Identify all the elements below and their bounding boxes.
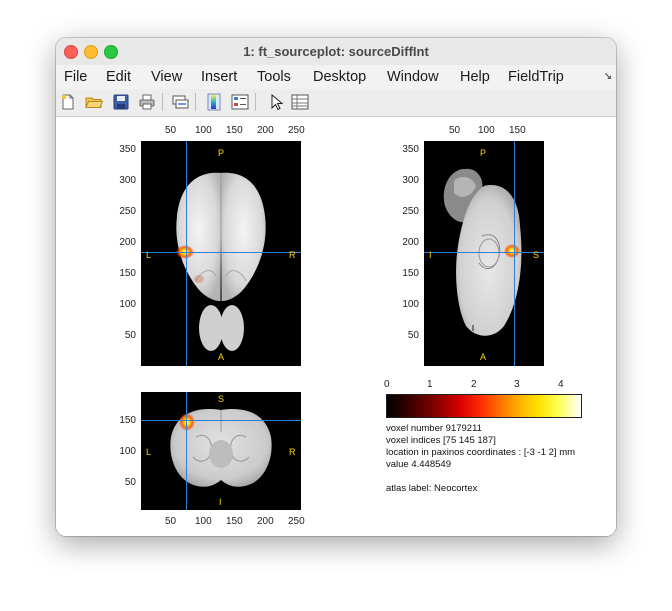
colorbar-tick: 1 [427,379,433,390]
menu-view[interactable]: View [151,69,183,85]
new-figure-icon[interactable] [59,93,77,111]
axial-label-top: P [218,148,225,158]
coronal-slice-panel[interactable]: S I L R [141,392,301,510]
axial-y-tick: 350 [119,144,136,155]
sagittal-brain-image [443,168,522,336]
axial-label-right: R [289,250,296,260]
coronal-x-tick: 200 [257,516,274,527]
axial-y-tick: 100 [119,299,136,310]
sagittal-label-bottom: A [480,352,487,362]
axial-crosshair-horizontal [141,252,301,253]
menu-help[interactable]: Help [460,69,490,85]
coronal-x-tick: 50 [165,516,177,527]
toolbar-separator [162,93,163,111]
axial-label-bottom: A [218,352,225,362]
coronal-y-tick: 100 [119,446,136,457]
coronal-label-left: L [146,447,152,457]
axial-x-tick: 50 [165,125,177,136]
pointer-icon[interactable] [267,93,285,111]
save-icon[interactable] [112,93,130,111]
sagittal-label-right: S [533,250,540,260]
toolbar-separator [195,93,196,111]
axial-y-tick: 200 [119,237,136,248]
axial-y-tick: 250 [119,206,136,217]
coronal-label-bottom: I [219,497,222,507]
window-title: 1: ft_sourceplot: sourceDiffInt [243,44,429,59]
axial-slice-panel[interactable]: P A L R [141,141,301,366]
coronal-y-tick: 150 [119,415,136,426]
title-bar[interactable]: 1: ft_sourceplot: sourceDiffInt [56,38,616,66]
sagittal-label-top: P [480,148,487,158]
coronal-label-top: S [218,394,225,404]
menu-bar: File Edit View Insert Tools Desktop Wind… [56,65,616,90]
sagittal-y-tick: 100 [402,299,419,310]
insert-colorbar-icon[interactable] [205,93,223,111]
menu-window[interactable]: Window [387,69,439,85]
voxel-number-text: voxel number 9179211 [386,423,482,434]
coronal-brain-image [170,409,272,487]
link-icon[interactable] [171,93,189,111]
close-window-button[interactable] [64,45,78,59]
sagittal-y-tick: 50 [407,330,419,341]
figure-canvas[interactable]: 50 100 150 200 250 350 300 250 200 150 1… [56,117,616,536]
coronal-crosshair-vertical [186,392,187,510]
axial-crosshair-vertical [186,141,187,366]
axial-y-tick: 50 [124,330,136,341]
colorbar[interactable] [386,394,582,418]
sagittal-crosshair-horizontal [424,252,544,253]
sagittal-label-left: I [429,250,432,260]
menu-overflow-arrow-icon[interactable]: ↘ [603,71,612,82]
sagittal-y-tick: 350 [402,144,419,155]
coronal-crosshair-horizontal [141,420,301,421]
axial-y-tick: 150 [119,268,136,279]
axial-y-tick: 300 [119,175,136,186]
axial-label-left: L [146,250,152,260]
coronal-x-tick: 100 [195,516,212,527]
minimize-window-button[interactable] [84,45,98,59]
property-inspector-icon[interactable] [291,93,309,111]
axial-x-tick: 150 [226,125,243,136]
location-text: location in paxinos coordinates : [-3 -1… [386,447,576,458]
maximize-window-button[interactable] [104,45,118,59]
coronal-x-tick: 250 [288,516,305,527]
sagittal-y-tick: 300 [402,175,419,186]
figure-window: 1: ft_sourceplot: sourceDiffInt File Edi… [56,38,616,536]
coronal-y-tick: 50 [124,477,136,488]
sagittal-slice-panel[interactable]: P A I S [424,141,544,366]
axial-x-tick: 100 [195,125,212,136]
sagittal-x-tick: 100 [478,125,495,136]
coronal-x-tick: 150 [226,516,243,527]
axial-brain-image [176,172,266,351]
coronal-label-right: R [289,447,296,457]
axial-x-tick: 250 [288,125,305,136]
print-icon[interactable] [138,93,156,111]
value-text: value 4.448549 [386,459,451,470]
figure-toolbar [56,89,616,117]
menu-fieldtrip[interactable]: FieldTrip [508,69,564,85]
colorbar-tick: 4 [558,379,564,390]
toolbar-separator [255,93,256,111]
menu-insert[interactable]: Insert [201,69,238,85]
axial-x-tick: 200 [257,125,274,136]
insert-legend-icon[interactable] [231,93,249,111]
sagittal-x-tick: 150 [509,125,526,136]
menu-edit[interactable]: Edit [106,69,131,85]
open-file-icon[interactable] [85,93,103,111]
colorbar-tick: 3 [514,379,520,390]
sagittal-y-tick: 250 [402,206,419,217]
sagittal-x-tick: 50 [449,125,461,136]
sagittal-crosshair-vertical [514,141,515,366]
colorbar-tick: 2 [471,379,477,390]
atlas-label-text: atlas label: Neocortex [386,483,478,494]
sagittal-y-tick: 200 [402,237,419,248]
colorbar-tick: 0 [384,379,390,390]
voxel-indices-text: voxel indices [75 145 187] [386,435,496,446]
sagittal-y-tick: 150 [402,268,419,279]
menu-desktop[interactable]: Desktop [313,69,367,85]
menu-tools[interactable]: Tools [257,69,291,85]
menu-file[interactable]: File [64,69,88,85]
